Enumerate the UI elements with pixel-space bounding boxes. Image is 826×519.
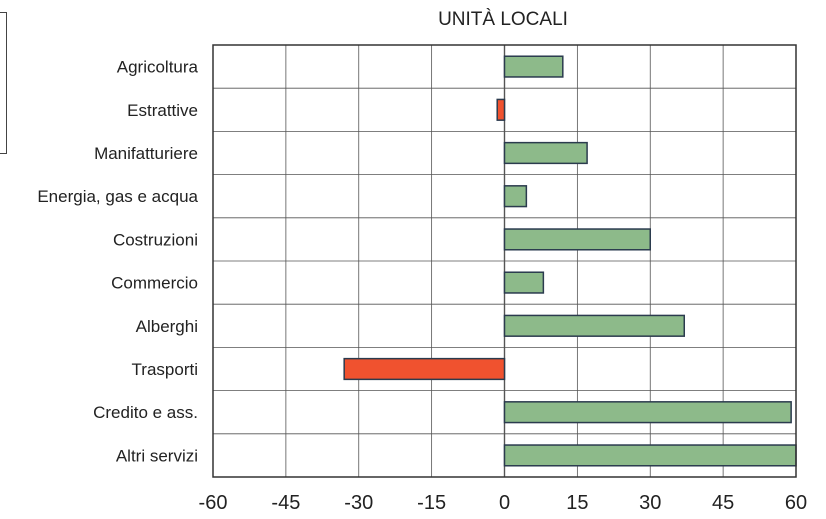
legend-frame-fragment: [0, 12, 7, 154]
x-tick-labels: -60 -45 -30 -15 0 15 30 45 60: [199, 492, 808, 514]
bar-4: [503, 228, 651, 251]
bar-1: [496, 98, 506, 121]
category-label: Estrattive: [127, 101, 198, 120]
x-tick-label: 30: [639, 492, 661, 514]
category-label: Altri servizi: [116, 446, 198, 465]
category-label: Manifatturiere: [94, 144, 198, 163]
bar-3: [503, 185, 528, 208]
x-tick-label: -15: [417, 492, 446, 514]
bar-2: [503, 141, 588, 165]
category-label: Alberghi: [136, 317, 198, 336]
bar-8: [503, 401, 792, 424]
bar-6: [503, 314, 686, 337]
x-tick-label: 0: [499, 492, 510, 514]
category-label: Costruzioni: [113, 230, 198, 249]
plot-frame: [212, 44, 797, 478]
x-tick-label: -60: [199, 492, 228, 514]
category-label: Agricoltura: [117, 58, 199, 77]
x-tick-label: 45: [712, 492, 734, 514]
category-label: Energia, gas e acqua: [37, 187, 198, 206]
bars: [343, 55, 797, 467]
bar-9: [503, 444, 797, 467]
x-tick-label: -45: [271, 492, 300, 514]
category-label: Commercio: [111, 274, 198, 293]
bar-5: [503, 271, 545, 294]
bar-0: [503, 55, 564, 78]
category-label: Credito e ass.: [93, 403, 198, 422]
category-labels: Agricoltura Estrattive Manifatturiere Energ…: [37, 58, 198, 466]
x-tick-label: -30: [344, 492, 373, 514]
bar-7: [343, 357, 506, 381]
category-label: Trasporti: [132, 360, 198, 379]
x-tick-label: 15: [566, 492, 588, 514]
x-tick-label: 60: [785, 492, 807, 514]
chart-title: UNITÀ LOCALI: [438, 9, 568, 30]
